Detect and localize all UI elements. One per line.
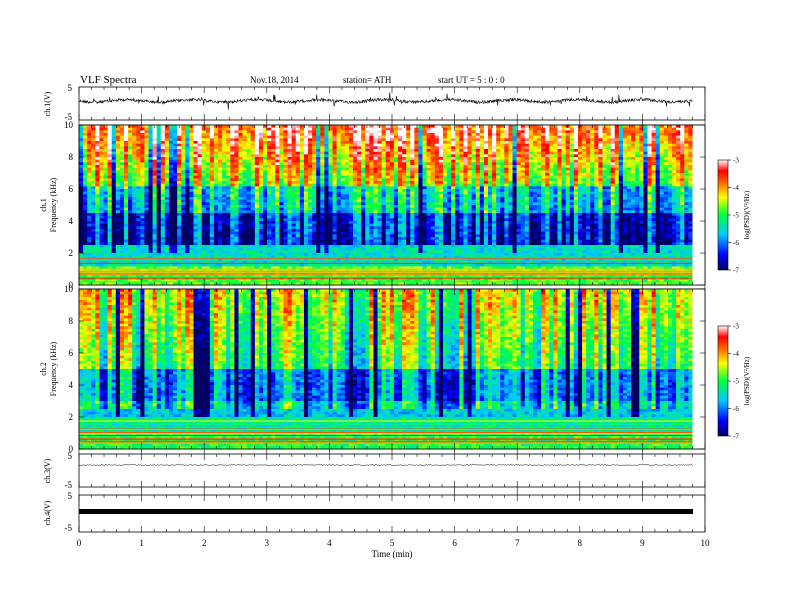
frequency-tick-label: 0 <box>69 444 74 454</box>
time-axis-ticks <box>78 87 706 532</box>
colorbar-tick-label: -3 <box>733 157 739 165</box>
time-tick-label: 6 <box>452 538 457 548</box>
date-label: Nov.18, 2014 <box>250 75 299 85</box>
ch3-waveform-trace <box>78 464 693 466</box>
time-tick-label: 5 <box>390 538 395 548</box>
frequency-tick-label: 6 <box>69 348 74 358</box>
time-tick-label: 3 <box>265 538 270 548</box>
colorbar-tick-label: -4 <box>733 184 739 192</box>
colorbar-tick-label: -7 <box>733 433 739 441</box>
time-tick-label: 7 <box>515 538 520 548</box>
frequency-tick-label: 8 <box>69 152 74 162</box>
time-axis-labels: 0 1 2 3 4 5 6 7 8 9 10 <box>77 538 710 548</box>
ch1-waveform-trace <box>79 92 693 110</box>
ch1-spectrogram-image <box>79 125 705 286</box>
frequency-tick-label: 4 <box>69 380 74 390</box>
ch3-ytick-bottom: -5 <box>65 480 73 490</box>
ch2-colorbar-label: log(PSD)(V²/Hz) <box>743 356 751 405</box>
ch4-ytick-top: 5 <box>68 491 73 501</box>
time-tick-label: 8 <box>578 538 583 548</box>
colorbar-tick-label: -5 <box>733 212 739 220</box>
ch1-waveform-ylabel: ch.1(V) <box>43 91 52 116</box>
frequency-tick-label: 10 <box>64 284 74 294</box>
ch1-colorbar <box>717 159 729 271</box>
ch1-frequency-label: Frequency (kHz) <box>49 177 58 232</box>
colorbar-tick-label: -3 <box>733 323 739 331</box>
colorbar-tick-label: -6 <box>733 239 739 247</box>
ch1-colorbar-label: log(PSD)(V²/Hz) <box>743 190 751 239</box>
ch2-channel-label: ch.2 <box>39 362 48 376</box>
frequency-tick-label: 2 <box>69 412 74 422</box>
ch3-waveform-panel: 5 -5 ch.3(V) <box>43 451 706 490</box>
time-tick-label: 1 <box>139 538 144 548</box>
frequency-tick-label: 2 <box>69 248 74 258</box>
time-tick-label: 0 <box>77 538 82 548</box>
frequency-tick-label: 8 <box>69 316 74 326</box>
station-label: station= ATH <box>343 75 392 85</box>
frequency-tick-label: 4 <box>69 216 74 226</box>
ch2-spectrogram-image <box>79 289 705 450</box>
ch1-channel-label: ch.1 <box>39 198 48 212</box>
frequency-tick-label: 10 <box>64 120 74 130</box>
colorbar-tick-label: -7 <box>733 267 739 275</box>
frequency-tick-label: 6 <box>69 184 74 194</box>
ch3-waveform-ylabel: ch.3(V) <box>43 458 52 483</box>
ch4-waveform-panel: 5 -5 ch.4(V) <box>43 491 706 533</box>
time-axis-title: Time (min) <box>372 549 413 559</box>
time-tick-label: 9 <box>640 538 645 548</box>
start-time-label: start UT = 5 : 0 : 0 <box>438 75 505 85</box>
ch4-waveform-ylabel: ch.4(V) <box>43 500 52 525</box>
colorbar-tick-label: -4 <box>733 350 739 358</box>
frequency-tick-label: 0 <box>69 280 74 290</box>
ch1-waveform-panel: 5 -5 ch.1(V) <box>43 83 706 122</box>
time-tick-label: 4 <box>327 538 332 548</box>
ch1-ytick-top: 5 <box>68 83 73 93</box>
ch2-frequency-label: Frequency (kHz) <box>49 341 58 396</box>
time-tick-label: 2 <box>202 538 207 548</box>
ch3-ytick-top: 5 <box>68 451 73 461</box>
colorbar-tick-label: -5 <box>733 378 739 386</box>
figure-title: VLF Spectra <box>80 74 137 86</box>
ch4-waveform-trace <box>79 509 693 514</box>
time-tick-label: 10 <box>701 538 711 548</box>
colorbar-tick-label: -6 <box>733 405 739 413</box>
ch1-ytick-bottom: -5 <box>65 112 73 122</box>
ch2-colorbar <box>717 325 729 437</box>
ch4-ytick-bottom: -5 <box>65 523 73 533</box>
